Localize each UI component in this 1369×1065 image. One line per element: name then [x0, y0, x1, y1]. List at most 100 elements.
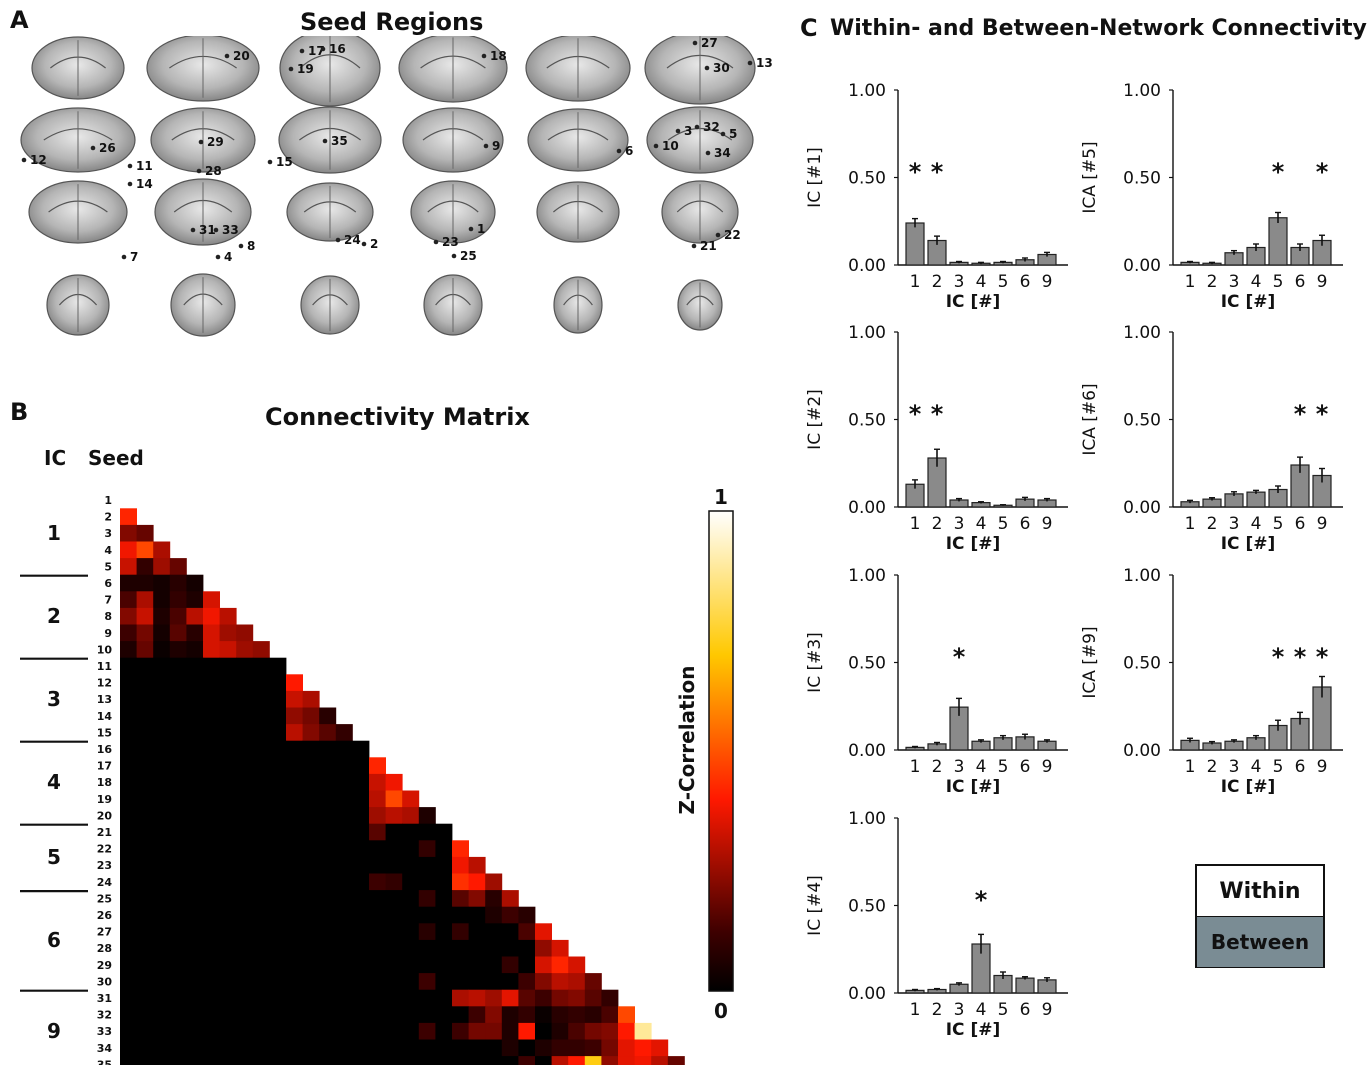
matrix-cell — [551, 1056, 569, 1065]
matrix-cell — [186, 1056, 204, 1065]
x-tick-label: 1 — [910, 1000, 921, 1020]
matrix-cell — [169, 807, 187, 825]
matrix-cell — [418, 973, 436, 991]
matrix-cell — [418, 890, 436, 908]
matrix-cell — [120, 641, 137, 659]
matrix-cell — [501, 973, 519, 991]
seed-marker — [213, 227, 219, 233]
seed-label: 19 — [297, 62, 314, 76]
x-tick-label: 1 — [910, 757, 921, 777]
matrix-cell — [169, 1006, 187, 1024]
matrix-cell — [385, 873, 403, 891]
x-tick-label: 4 — [976, 1000, 987, 1020]
matrix-cell — [153, 1006, 171, 1024]
seed-tick-label: 19 — [97, 793, 112, 806]
bar-chart: 1.00 0.50 0.00 IC [#1] 1 * 2 * 3 4 5 6 9 IC [#] — [805, 81, 1068, 312]
matrix-cell — [518, 906, 536, 924]
matrix-cell — [252, 956, 270, 974]
matrix-cell — [186, 906, 204, 924]
matrix-cell — [186, 840, 204, 858]
matrix-cell — [286, 856, 303, 874]
seed-label: 20 — [233, 49, 250, 63]
matrix-cell — [136, 690, 154, 708]
matrix-cell — [302, 773, 320, 791]
matrix-cell — [535, 1022, 552, 1040]
seed-label: 16 — [329, 42, 346, 56]
matrix-cell — [269, 989, 287, 1007]
seed-tick-label: 23 — [97, 859, 112, 872]
matrix-cell — [485, 906, 503, 924]
matrix-cell — [136, 591, 154, 609]
matrix-cell — [369, 873, 386, 891]
brain-slices — [20, 36, 756, 337]
matrix-cell — [352, 989, 370, 1007]
matrix-cell — [136, 707, 154, 725]
matrix-cell — [485, 956, 503, 974]
y-tick-label: 0.50 — [1123, 169, 1161, 189]
matrix-cell — [120, 856, 137, 874]
x-tick-label: 2 — [1207, 272, 1218, 292]
matrix-cell — [203, 674, 220, 692]
seed-tick-label: 12 — [97, 677, 112, 690]
matrix-cell — [352, 807, 370, 825]
matrix-cell — [136, 641, 154, 659]
seed-label: 33 — [222, 223, 239, 237]
matrix-cell — [535, 1039, 552, 1057]
matrix-cell — [169, 574, 187, 592]
seed-marker — [335, 237, 341, 243]
matrix-cell — [352, 840, 370, 858]
matrix-cell — [501, 890, 519, 908]
seed-marker — [238, 243, 244, 249]
matrix-cell — [252, 773, 270, 791]
matrix-cell — [352, 1022, 370, 1040]
matrix-cell — [435, 1022, 453, 1040]
matrix-cell — [286, 740, 303, 758]
matrix-cell — [120, 1056, 137, 1065]
matrix-cell — [120, 707, 137, 725]
matrix-cell — [120, 591, 137, 609]
x-tick-label: 3 — [954, 1000, 965, 1020]
matrix-cell — [452, 973, 469, 991]
seed-label: 5 — [729, 127, 737, 141]
ic-group-label: 3 — [47, 687, 61, 711]
x-tick-label: 9 — [1042, 1000, 1053, 1020]
matrix-cell — [169, 973, 187, 991]
seed-label: 1 — [477, 222, 485, 236]
matrix-cell — [667, 1056, 685, 1065]
seed-label: 26 — [99, 141, 116, 155]
matrix-cell — [219, 1039, 237, 1057]
matrix-cell — [236, 773, 254, 791]
matrix-cell — [584, 1056, 602, 1065]
matrix-cell — [136, 890, 154, 908]
matrix-cell — [252, 740, 270, 758]
matrix-cell — [219, 989, 237, 1007]
matrix-cell — [252, 1022, 270, 1040]
matrix-cell — [236, 823, 254, 841]
ic-group-label: 1 — [47, 521, 61, 545]
x-tick-label: 9 — [1042, 757, 1053, 777]
matrix-cell — [319, 790, 337, 808]
matrix-cell — [186, 807, 204, 825]
matrix-cell — [153, 757, 171, 775]
matrix-cell — [634, 1022, 652, 1040]
matrix-cell — [485, 923, 503, 941]
matrix-cell — [269, 1006, 287, 1024]
matrix-cell — [286, 724, 303, 742]
matrix-cell — [136, 624, 154, 642]
matrix-cell — [120, 657, 137, 675]
seed-marker — [198, 139, 204, 145]
matrix-cell — [136, 773, 154, 791]
matrix-cell — [385, 790, 403, 808]
y-tick-label: 0.00 — [848, 984, 886, 1004]
matrix-cell — [335, 790, 353, 808]
matrix-cell — [169, 1022, 187, 1040]
matrix-cell — [219, 624, 237, 642]
y-tick-label: 0.00 — [848, 256, 886, 276]
matrix-cell — [120, 989, 137, 1007]
matrix-cell — [236, 973, 254, 991]
matrix-cell — [418, 807, 436, 825]
matrix-cell — [120, 890, 137, 908]
ic-group-label: 5 — [47, 845, 61, 869]
seed-label: 8 — [247, 239, 255, 253]
matrix-cell — [136, 607, 154, 625]
